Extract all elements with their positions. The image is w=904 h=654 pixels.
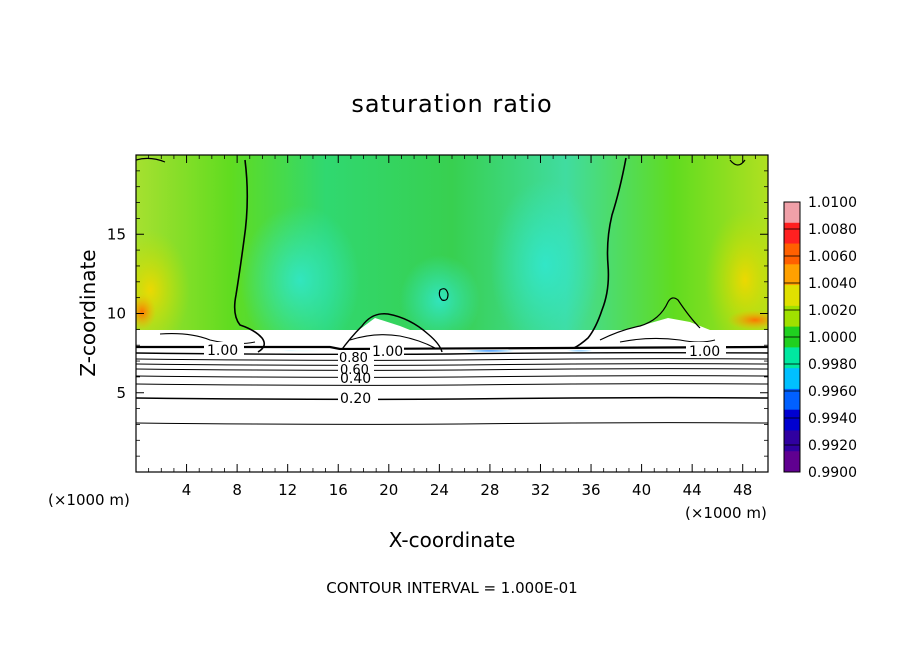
colorbar-label: 1.0100 <box>808 195 857 211</box>
colorbar-swatch <box>784 243 800 265</box>
field-cyan-region <box>400 255 480 345</box>
x-tick-label: 4 <box>182 481 192 499</box>
colorbar-label: 1.0020 <box>808 303 857 319</box>
contour-label: 0.40 <box>340 371 371 387</box>
plot-area: 1.00 1.00 1.00 0.80 0.60 0.40 0.20 <box>136 155 768 472</box>
x-axis-title: X-coordinate <box>389 528 516 552</box>
x-axis: 4 8 12 16 20 24 28 32 36 40 44 48 <box>148 155 756 499</box>
x-tick-label: 28 <box>480 481 499 499</box>
contour-label: 1.00 <box>372 344 403 360</box>
colorbar-swatch <box>784 388 800 411</box>
colorbar-swatch <box>784 285 800 307</box>
colorbar-label: 1.0060 <box>808 249 857 265</box>
contour-label: 0.80 <box>339 351 368 366</box>
y-axis: 5 10 15 <box>107 170 768 457</box>
colorbar: 1.0100 1.0080 1.0060 1.0040 1.0020 1.0000 0.99… <box>783 195 857 481</box>
contour-labels: 1.00 1.00 1.00 0.80 0.60 0.40 0.20 <box>204 342 726 407</box>
x-tick-label: 36 <box>581 481 600 499</box>
colorbar-label: 0.9960 <box>808 384 857 400</box>
colorbar-swatch <box>784 451 800 473</box>
x-tick-label: 20 <box>379 481 398 499</box>
x-tick-label: 24 <box>430 481 449 499</box>
contour-label: 0.60 <box>340 363 369 378</box>
x-tick-label: 12 <box>278 481 297 499</box>
x-tick-label: 16 <box>329 481 348 499</box>
contour-label: 1.00 <box>207 343 238 359</box>
y-axis-title: Z-coordinate <box>76 249 100 376</box>
colorbar-label: 0.9920 <box>808 438 857 454</box>
colorbar-label: 1.0040 <box>808 276 857 292</box>
x-unit-label-left: (×1000 m) <box>48 491 130 509</box>
colorbar-label: 0.9940 <box>808 411 857 427</box>
x-tick-label: 40 <box>632 481 651 499</box>
contour-label: 0.20 <box>340 391 371 407</box>
y-tick-label: 15 <box>107 225 126 243</box>
y-tick-label: 10 <box>107 305 126 323</box>
colorbar-swatch <box>784 368 800 390</box>
x-unit-label-right: (×1000 m) <box>685 504 767 522</box>
contour-interval-note: CONTOUR INTERVAL = 1.000E-01 <box>326 579 577 597</box>
y-tick-label: 5 <box>116 384 126 402</box>
colorbar-swatch <box>784 222 800 245</box>
x-tick-label: 44 <box>683 481 702 499</box>
colorbar-swatch <box>784 409 800 431</box>
field-orange-region <box>136 294 156 330</box>
colorbar-swatch <box>784 202 800 224</box>
colorbar-swatch <box>784 430 800 452</box>
field-cyan-region <box>490 180 600 350</box>
x-tick-label: 8 <box>232 481 242 499</box>
colorbar-swatch <box>784 305 800 328</box>
colorbar-label: 0.9900 <box>808 465 857 481</box>
chart-title: saturation ratio <box>351 90 552 118</box>
colorbar-swatch <box>784 347 800 369</box>
colorbar-swatch <box>784 264 800 286</box>
colorbar-label: 1.0000 <box>808 330 857 346</box>
field-orange-region <box>727 310 768 330</box>
x-tick-label: 32 <box>531 481 550 499</box>
colorbar-label: 0.9980 <box>808 357 857 373</box>
field-cyan-region <box>240 205 360 355</box>
x-tick-label: 48 <box>733 481 752 499</box>
colorbar-label: 1.0080 <box>808 222 857 238</box>
contour-label: 1.00 <box>689 344 720 360</box>
